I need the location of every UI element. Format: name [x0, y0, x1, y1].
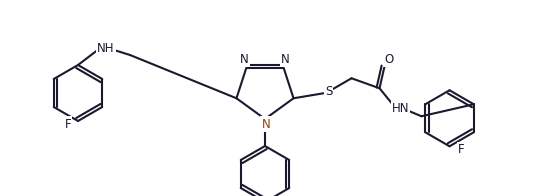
Text: N: N — [240, 53, 249, 66]
Text: NH: NH — [97, 42, 115, 54]
Text: S: S — [325, 85, 332, 98]
Text: HN: HN — [392, 102, 409, 115]
Text: N: N — [262, 117, 270, 131]
Text: O: O — [384, 53, 393, 66]
Text: F: F — [458, 143, 465, 156]
Text: F: F — [64, 117, 71, 131]
Text: N: N — [281, 53, 290, 66]
